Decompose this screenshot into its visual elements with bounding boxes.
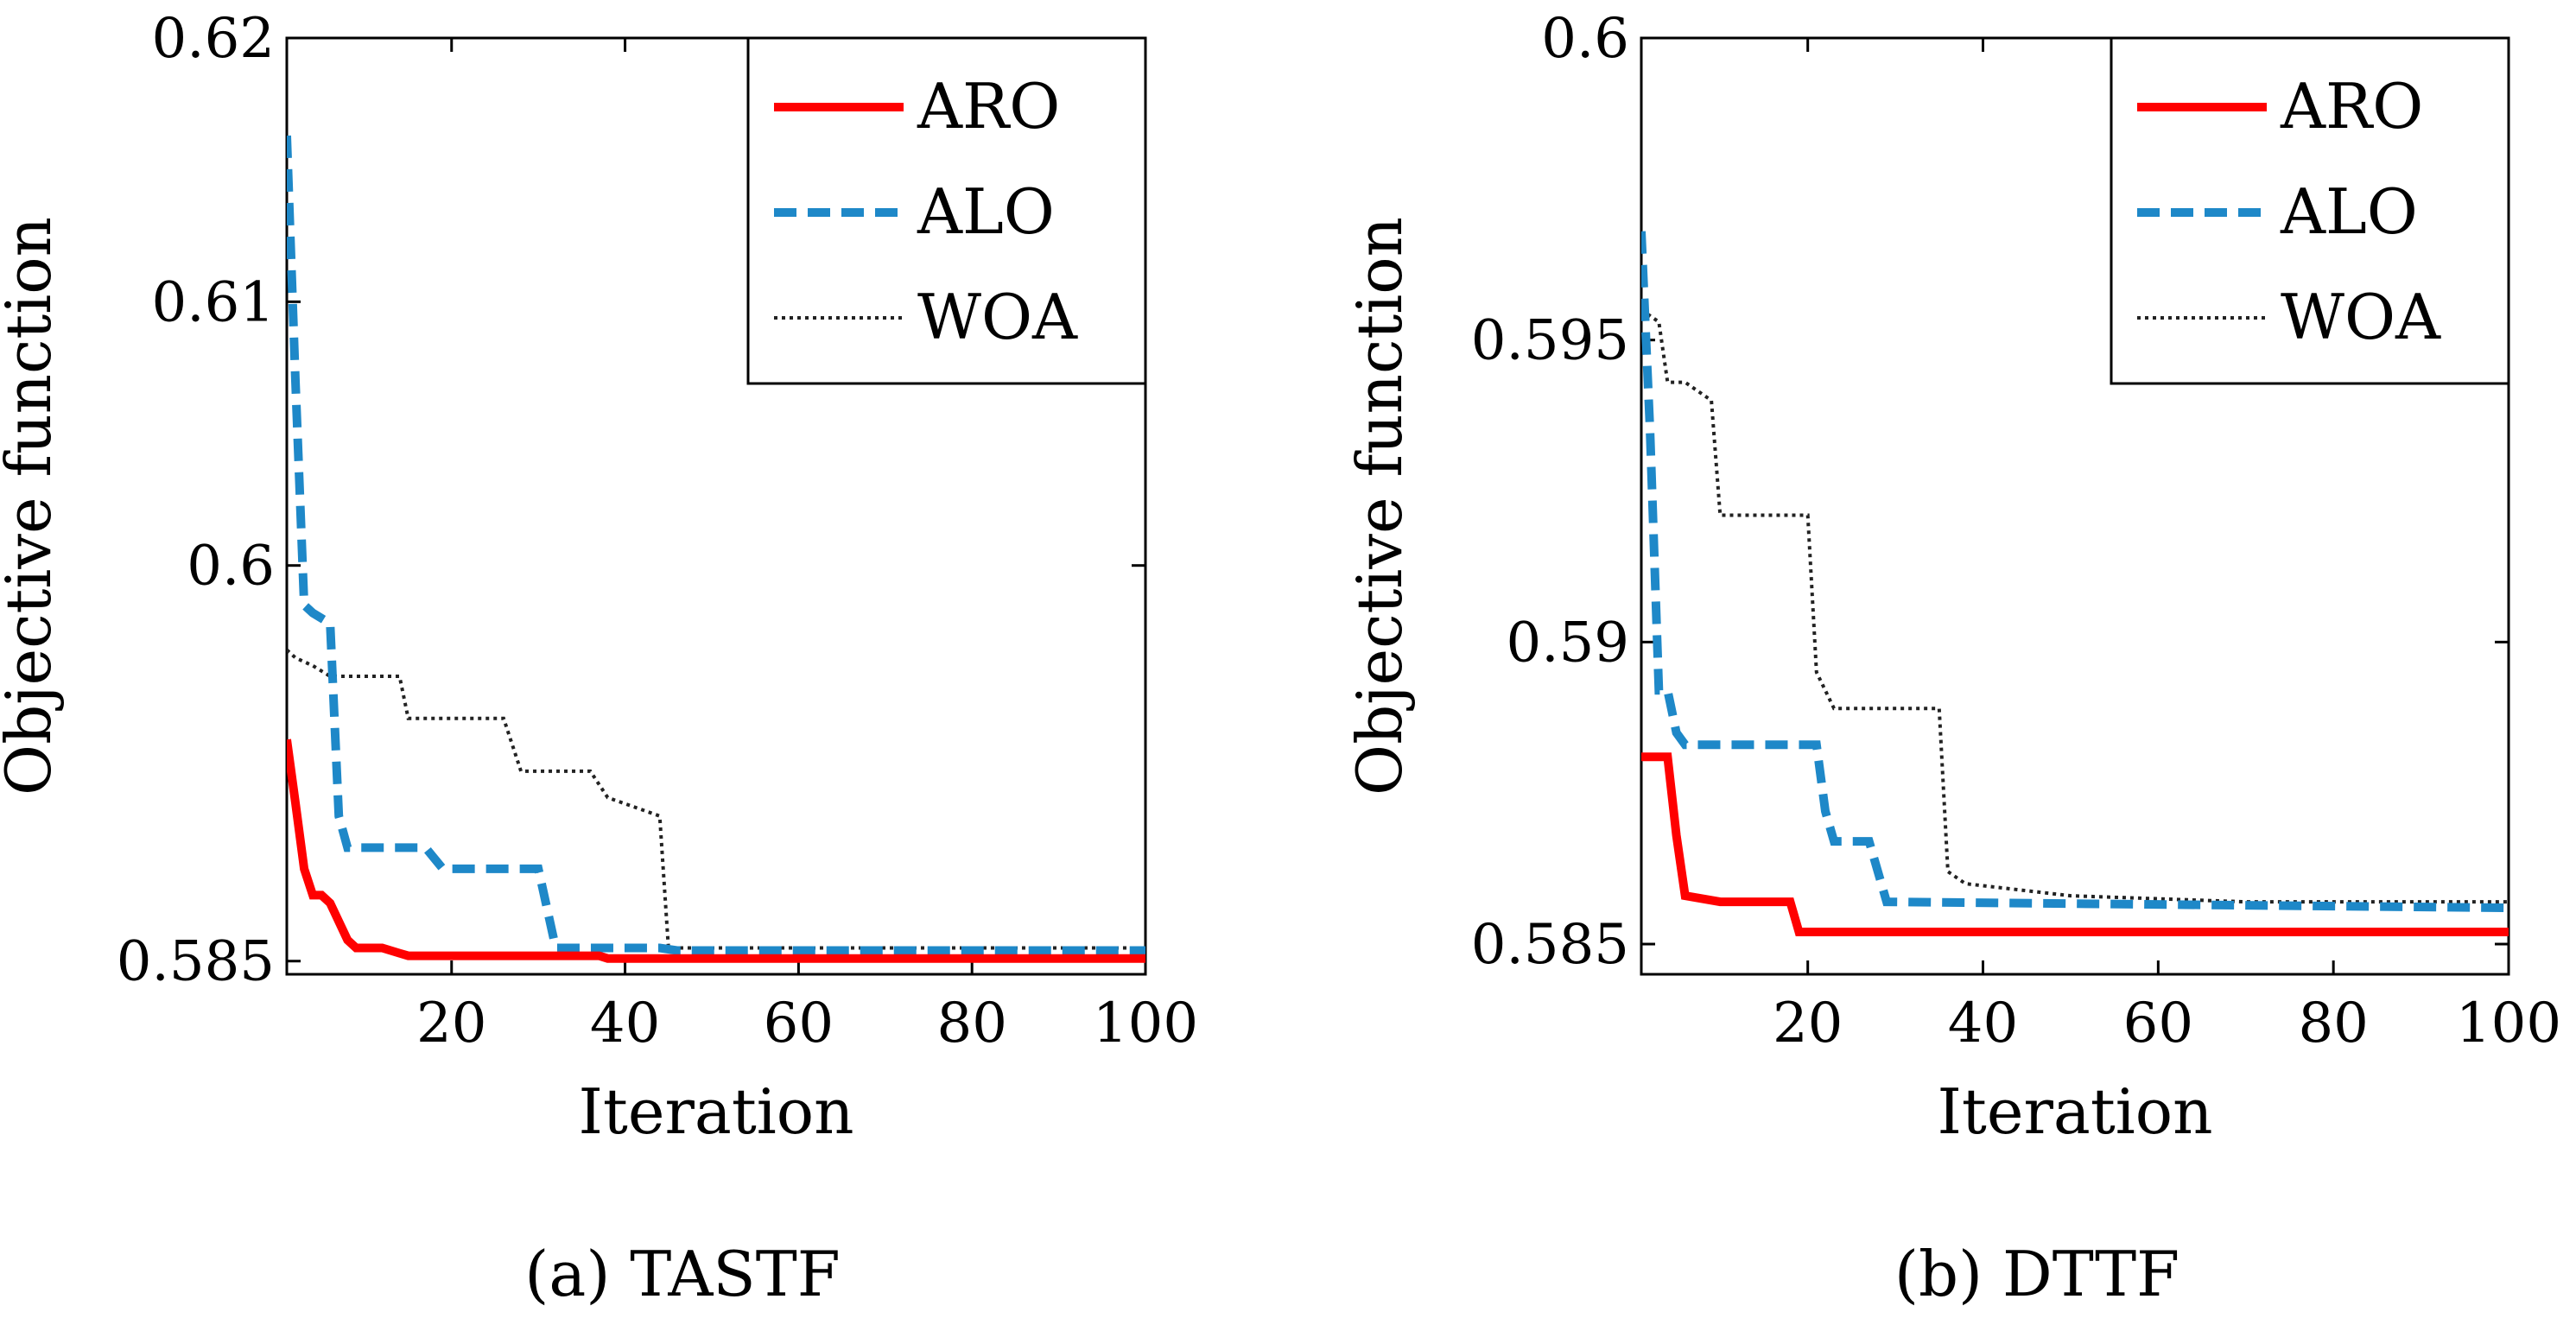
legend-label-alo: ALO: [2280, 175, 2418, 248]
x-axis-label: Iteration: [1937, 1075, 2212, 1148]
x-tick-label: 60: [764, 992, 834, 1055]
y-tick-label: 0.6: [1541, 7, 1629, 71]
x-tick-label: 40: [1948, 992, 2018, 1055]
series-line-aro: [287, 738, 1145, 963]
series-line-woa: [287, 648, 1145, 950]
x-tick-label: 80: [936, 992, 1006, 1055]
series-line-alo: [1641, 231, 2509, 913]
chart-caption: (a) TASTF: [524, 1238, 840, 1310]
x-tick-label: 20: [416, 992, 486, 1055]
y-tick-label: 0.585: [1471, 913, 1629, 977]
legend-label-woa: WOA: [917, 281, 1078, 353]
x-tick-label: 60: [2123, 992, 2193, 1055]
y-tick-label: 0.6: [187, 535, 275, 599]
y-tick-label: 0.585: [117, 930, 275, 994]
legend-label-aro: ARO: [917, 70, 1060, 143]
legend-label-alo: ALO: [917, 175, 1055, 248]
y-axis-label: Objective function: [1343, 217, 1416, 795]
series-line-woa: [1641, 308, 2509, 904]
x-axis-label: Iteration: [578, 1075, 853, 1148]
legend: ARO ALO WOA: [2110, 36, 2510, 385]
series-line-alo: [287, 135, 1145, 955]
y-tick-label: 0.59: [1507, 611, 1630, 675]
legend: ARO ALO WOA: [746, 36, 1147, 385]
series-line-aro: [1641, 752, 2509, 936]
y-tick-label: 0.595: [1471, 309, 1629, 373]
x-tick-label: 20: [1773, 992, 1843, 1055]
x-tick-label: 100: [2456, 992, 2561, 1055]
chart-panel-1: 20 40 60 80 100 0.585 0.6 0.61 0.62 Iteration Obje…: [0, 7, 1198, 1310]
chart-panel-2: 20 40 60 80 100 0.585 0.59 0.595 0.6 Iteration Obj…: [1343, 7, 2561, 1310]
chart-caption: (b) DTTF: [1894, 1238, 2179, 1310]
legend-label-woa: WOA: [2281, 281, 2441, 353]
x-tick-label: 40: [590, 992, 660, 1055]
plot-area-frame: [1640, 36, 2510, 976]
y-tick-label: 0.62: [152, 7, 276, 71]
legend-label-aro: ARO: [2280, 70, 2423, 143]
x-tick-label: 80: [2298, 992, 2368, 1055]
y-tick-label: 0.61: [152, 270, 276, 334]
x-tick-label: 100: [1093, 992, 1198, 1055]
plot-area-frame: [285, 36, 1147, 976]
y-axis-label: Objective function: [0, 217, 65, 795]
